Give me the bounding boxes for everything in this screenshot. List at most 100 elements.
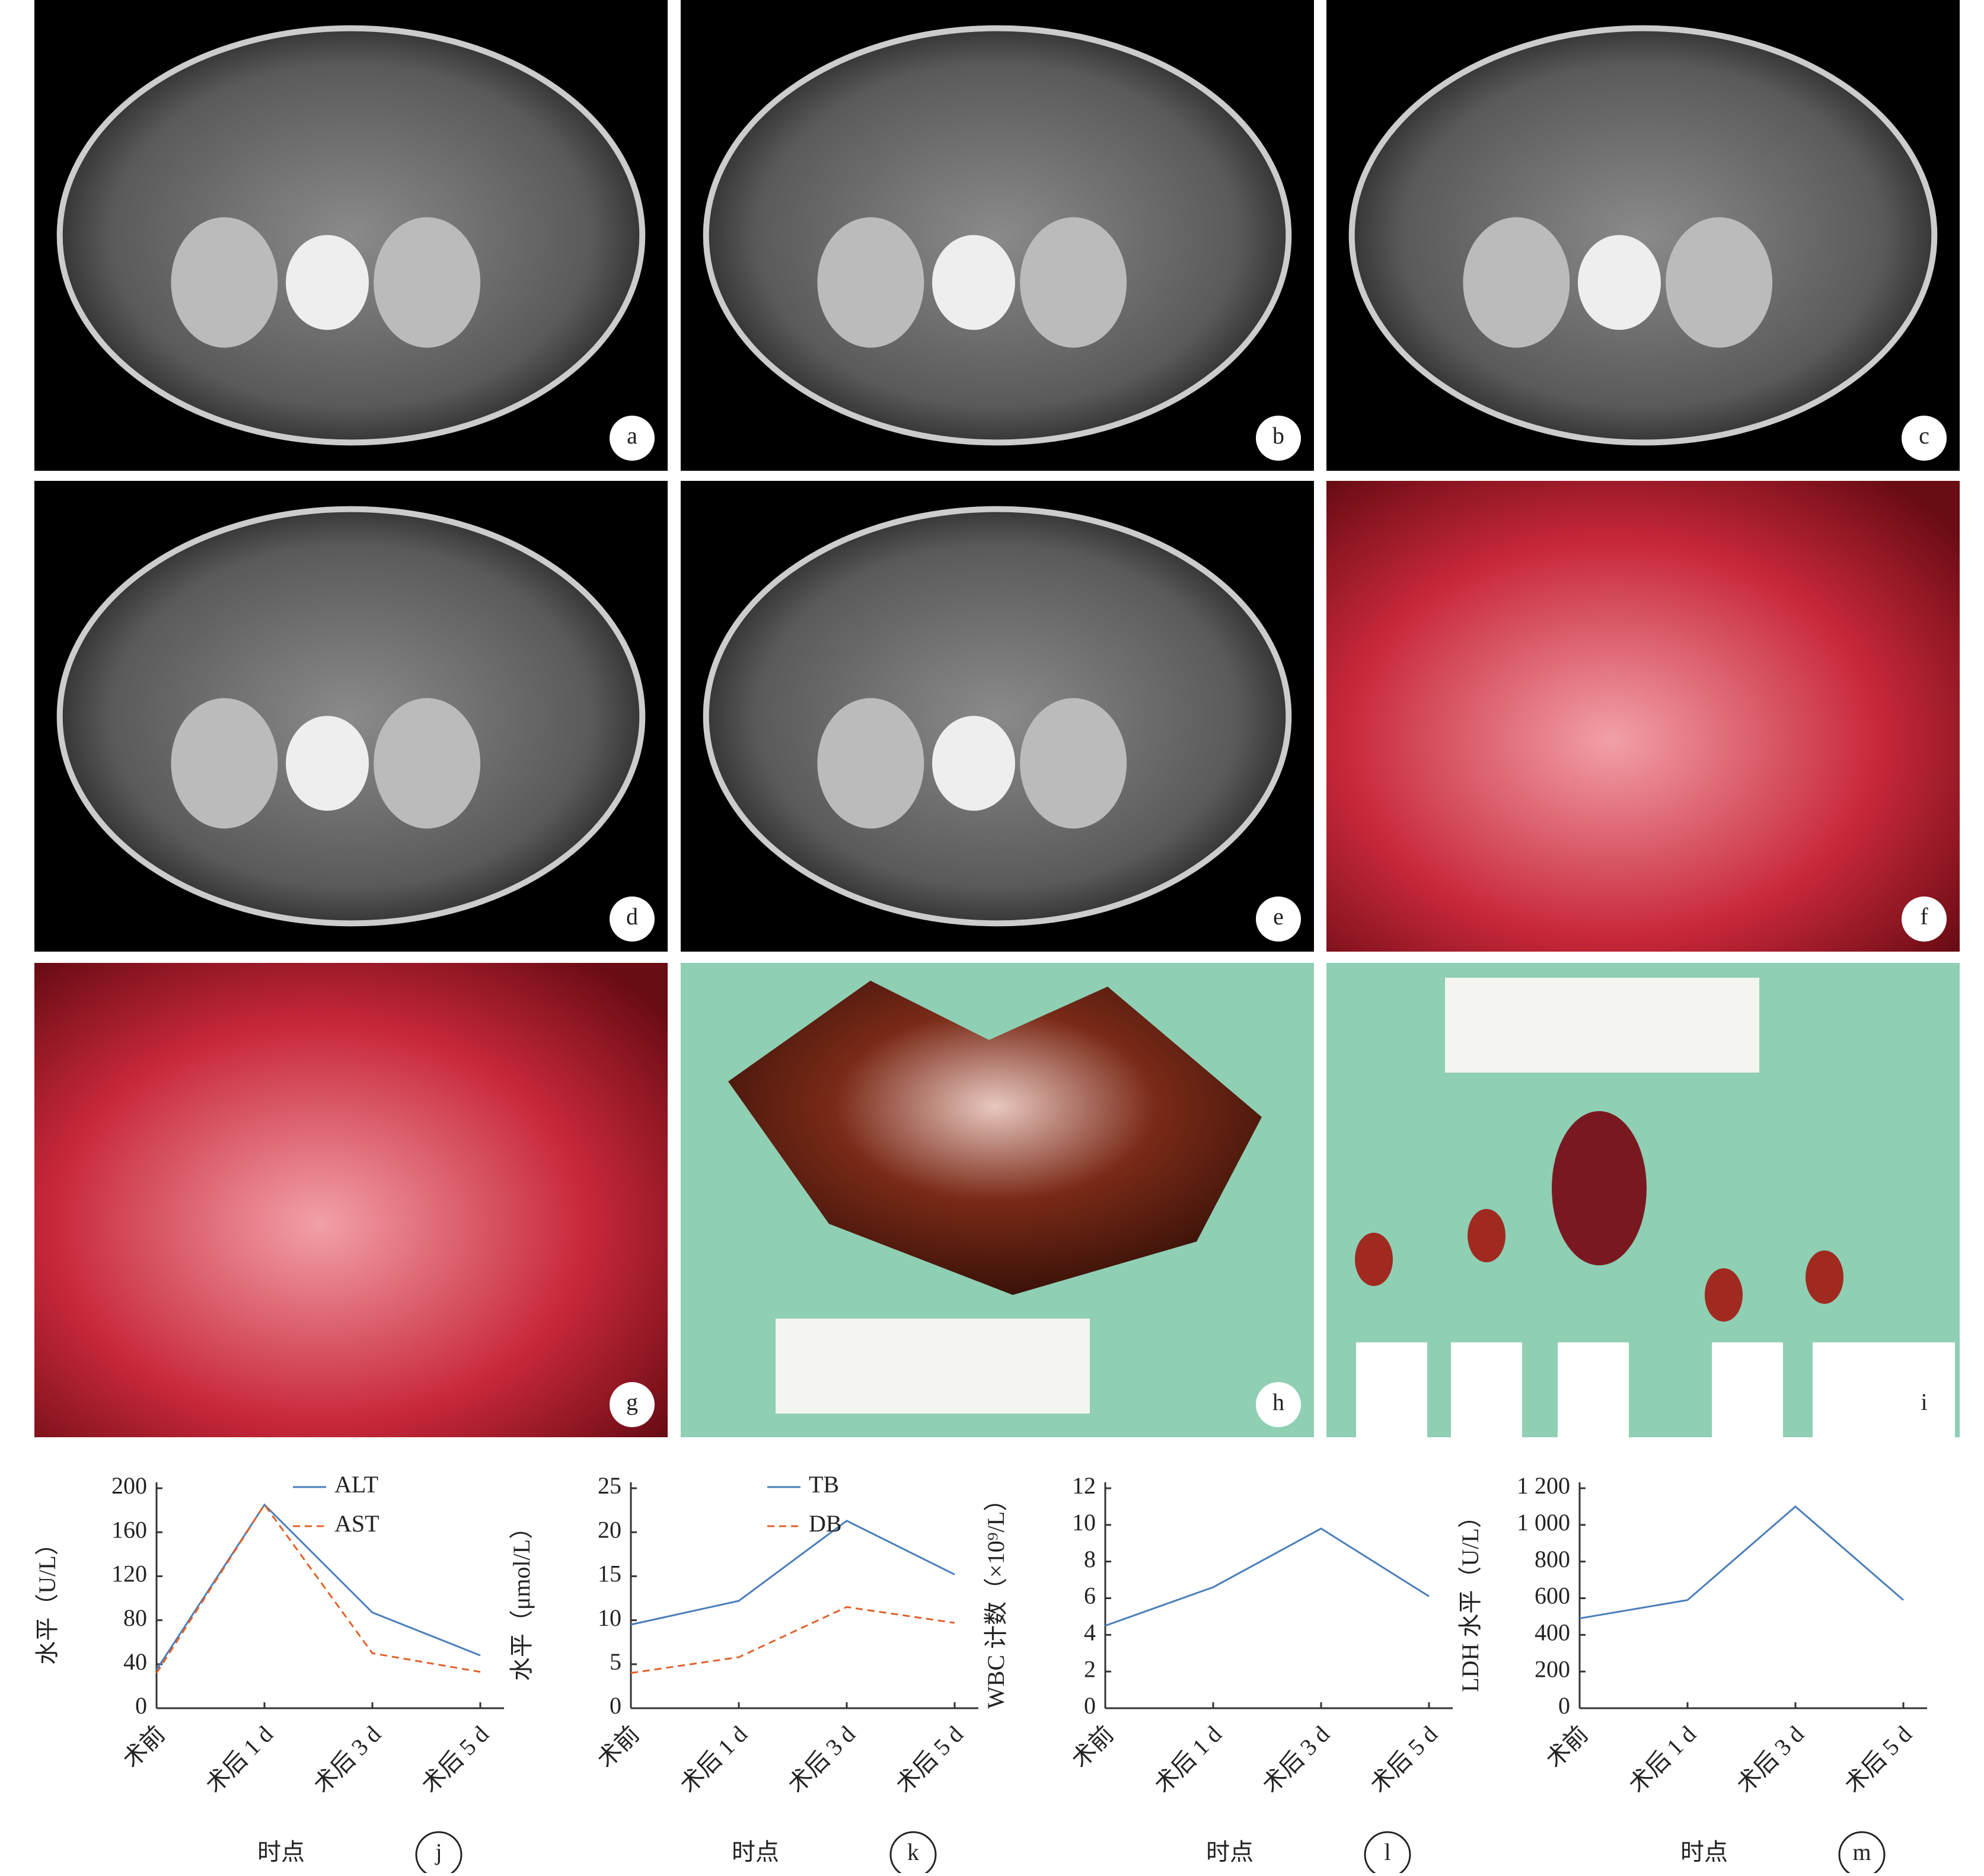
x-axis-label: 时点 <box>732 1839 779 1865</box>
x-tick-label: 术后 5 d <box>1365 1721 1443 1798</box>
kidney <box>374 698 481 829</box>
tag <box>1712 1342 1783 1437</box>
ruler <box>776 1319 1090 1414</box>
panel-badge <box>1902 896 1947 942</box>
series-line <box>1579 1505 1904 1619</box>
kidney <box>1463 217 1570 348</box>
y-tick-label: 10 <box>598 1604 621 1631</box>
panel-badge <box>610 1382 655 1427</box>
body-outline <box>56 506 646 927</box>
legend-label: TB <box>809 1471 839 1498</box>
x-tick-label: 术后 1 d <box>200 1721 278 1798</box>
spine <box>932 235 1015 330</box>
panel-label: c <box>1919 422 1929 449</box>
panel-label: b <box>1272 422 1284 449</box>
panel-label: k <box>907 1839 919 1865</box>
series-line <box>630 1606 955 1674</box>
lymph-node <box>1468 1209 1505 1262</box>
x-tick-label: 术后 1 d <box>1149 1721 1227 1798</box>
panel-badge <box>610 896 655 942</box>
lymph-node <box>1355 1233 1393 1286</box>
y-tick-label: 600 <box>1535 1583 1570 1609</box>
panel-label: m <box>1852 1839 1871 1865</box>
kidney <box>817 698 924 829</box>
y-tick-label: 120 <box>111 1561 147 1587</box>
y-tick-label: 2 <box>1084 1655 1096 1682</box>
y-tick-label: 0 <box>610 1692 621 1719</box>
panel-badge <box>415 1831 462 1876</box>
surgical-photo <box>1326 481 1960 952</box>
kidney <box>1020 217 1127 348</box>
series-line <box>1105 1527 1430 1627</box>
series-line <box>630 1520 955 1626</box>
ruler <box>1445 978 1759 1073</box>
panel-badge <box>1364 1831 1411 1876</box>
y-tick-label: 0 <box>1084 1692 1096 1719</box>
x-tick-label: 术前 <box>1540 1721 1593 1773</box>
lymph-node <box>1705 1268 1743 1322</box>
tag <box>1356 1342 1427 1437</box>
panel-label: h <box>1272 1389 1284 1415</box>
x-tick-label: 术后 3 d <box>308 1721 386 1798</box>
panel-label: g <box>626 1389 638 1415</box>
x-tick-label: 术前 <box>592 1721 644 1773</box>
x-tick-label: 术后 5 d <box>1839 1721 1917 1798</box>
y-tick-label: 800 <box>1535 1546 1570 1572</box>
y-tick-label: 0 <box>1558 1692 1570 1719</box>
y-tick-label: 0 <box>135 1692 147 1719</box>
y-tick-label: 400 <box>1535 1619 1570 1646</box>
y-tick-label: 40 <box>123 1648 147 1675</box>
y-tick-label: 1 000 <box>1517 1509 1570 1536</box>
kidney <box>1020 698 1127 829</box>
panel-badge <box>1256 416 1301 461</box>
y-axis-label: 水平（μmol/L） <box>508 1516 535 1681</box>
spine <box>1578 235 1661 330</box>
body-outline <box>1348 25 1938 446</box>
y-tick-label: 15 <box>598 1561 621 1587</box>
x-tick-label: 术后 3 d <box>783 1721 860 1798</box>
y-tick-label: 5 <box>610 1648 621 1675</box>
x-tick-label: 术前 <box>1066 1721 1118 1773</box>
panel-label: j <box>434 1839 442 1865</box>
x-axis-label: 时点 <box>1680 1839 1728 1865</box>
panel-label: l <box>1384 1839 1390 1865</box>
x-tick-label: 术后 1 d <box>675 1721 752 1798</box>
x-tick-label: 术前 <box>117 1721 170 1773</box>
y-tick-label: 80 <box>123 1604 147 1631</box>
series-line <box>155 1503 481 1674</box>
y-axis-label: LDH 水平（U/L） <box>1457 1504 1484 1692</box>
x-tick-label: 术后 5 d <box>416 1721 494 1798</box>
x-tick-label: 术后 1 d <box>1623 1721 1701 1798</box>
panel-label: i <box>1921 1389 1927 1415</box>
series-line <box>155 1503 481 1670</box>
legend-label: DB <box>809 1510 842 1537</box>
y-tick-label: 1 200 <box>1517 1472 1570 1499</box>
y-tick-label: 20 <box>598 1516 621 1543</box>
panel-badge <box>1256 896 1301 942</box>
panel-badge <box>889 1831 937 1876</box>
y-tick-label: 4 <box>1084 1619 1096 1646</box>
body-outline <box>56 25 646 446</box>
panel-badge <box>1256 1382 1301 1427</box>
panel-badge <box>1902 1382 1947 1427</box>
panel-label: a <box>627 422 637 449</box>
panel-badge <box>1838 1831 1886 1876</box>
y-tick-label: 200 <box>111 1472 147 1499</box>
spine <box>932 716 1015 811</box>
kidney <box>171 698 278 829</box>
tag <box>1813 1342 1884 1437</box>
y-tick-label: 12 <box>1072 1472 1096 1499</box>
y-tick-label: 10 <box>1072 1509 1096 1536</box>
spine <box>286 235 369 330</box>
body-outline <box>703 506 1292 927</box>
lymph-node <box>1806 1250 1843 1304</box>
x-tick-label: 术后 3 d <box>1257 1721 1335 1798</box>
y-tick-label: 160 <box>111 1516 147 1543</box>
y-tick-label: 200 <box>1535 1655 1570 1682</box>
specimen <box>1552 1111 1647 1265</box>
panel-badge <box>1902 416 1947 461</box>
legend-label: AST <box>334 1510 379 1537</box>
surgical-photo <box>34 963 668 1437</box>
panel-label: f <box>1920 903 1928 930</box>
